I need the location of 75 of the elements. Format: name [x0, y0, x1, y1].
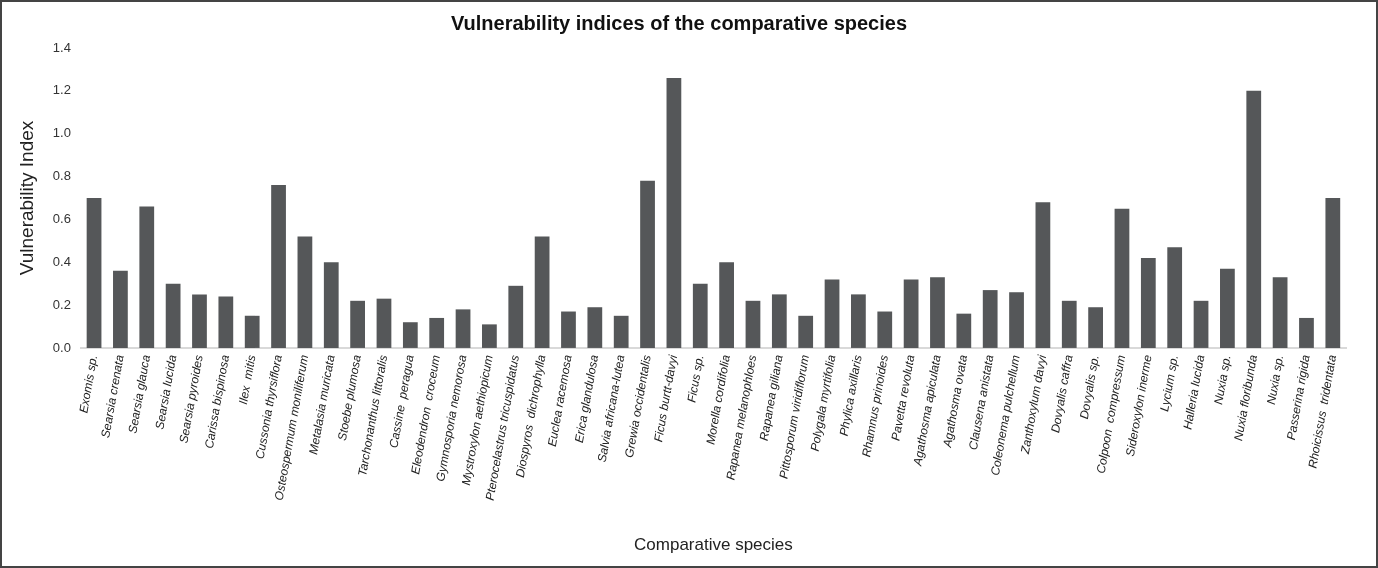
bar	[455, 309, 471, 348]
bar	[1193, 300, 1209, 348]
y-tick-label: 1.4	[52, 39, 71, 55]
bar	[1088, 307, 1103, 348]
bar	[903, 279, 919, 348]
bar	[482, 324, 497, 348]
bar	[323, 262, 339, 348]
bar	[218, 296, 234, 348]
x-tick-label: Halleria lucida	[1180, 353, 1208, 431]
bar	[745, 300, 761, 348]
x-tick-label: Erica glandulosa	[571, 353, 602, 444]
bar	[165, 283, 181, 348]
bar	[1299, 317, 1314, 348]
x-tick-label: Cassine peragua	[386, 353, 417, 449]
bar	[1009, 292, 1024, 348]
bar	[244, 315, 260, 348]
y-tick-label: 0.2	[52, 296, 71, 312]
x-tick-label: Exomis sp.	[76, 353, 101, 415]
bar	[534, 236, 550, 348]
bar	[666, 77, 682, 348]
x-tick-label: Lycium sp.	[1157, 353, 1181, 413]
bar	[561, 311, 576, 348]
bar	[587, 307, 603, 348]
bar	[508, 285, 524, 348]
x-tick-label: Dovyalis sp.	[1076, 353, 1102, 420]
x-tick-label: Phylica axillaris	[836, 353, 865, 438]
y-tick-label: 1.0	[52, 125, 71, 141]
bar	[402, 322, 418, 348]
x-tick-label: Rapanea giliana	[756, 353, 786, 442]
x-tick-label: Dovyalis caffra	[1048, 353, 1076, 434]
bar	[192, 294, 207, 348]
bar	[1035, 202, 1051, 348]
bar	[930, 277, 945, 348]
bar	[640, 180, 655, 348]
bar	[86, 197, 102, 348]
bar	[851, 294, 866, 348]
y-tick-label: 1.2	[52, 82, 71, 98]
bar	[350, 300, 365, 348]
bar	[1246, 90, 1262, 348]
bar	[376, 298, 392, 348]
y-tick-label: 0.6	[52, 210, 71, 226]
bar	[297, 236, 313, 348]
bar	[798, 315, 814, 348]
bar	[877, 311, 893, 348]
bar	[613, 315, 629, 348]
x-tick-label: Ilex mitis	[235, 353, 259, 406]
bar	[1140, 257, 1156, 348]
bar	[1167, 247, 1183, 348]
bar	[771, 294, 787, 348]
x-tick-label: Nuxia sp.	[1211, 353, 1234, 406]
bar	[824, 279, 840, 348]
bar	[113, 270, 128, 348]
bar	[1325, 197, 1341, 348]
bar	[1114, 208, 1130, 348]
y-tick-label: 0.8	[52, 168, 71, 184]
bar	[719, 262, 734, 348]
y-tick-label: 0.0	[52, 339, 71, 355]
y-tick-label: 0.4	[52, 253, 71, 269]
x-tick-label: Searsia glauca	[125, 353, 154, 435]
bar	[956, 313, 972, 348]
x-tick-label: Nuxia floribunda	[1231, 353, 1261, 442]
chart-title: Vulnerability indices of the comparative species	[450, 11, 908, 34]
bar	[1061, 300, 1077, 348]
bar	[271, 185, 286, 348]
bar	[1272, 277, 1288, 348]
bar	[1220, 268, 1235, 348]
x-tick-label: Pavetta revoluta	[888, 353, 918, 442]
bar	[692, 283, 708, 348]
x-tick-label: Ficus burtt-davyi	[651, 353, 681, 443]
bar	[982, 290, 998, 348]
x-axis-title: Comparative species	[634, 535, 793, 555]
bar	[429, 317, 445, 348]
y-axis-title: Vulnerability Index	[15, 120, 37, 276]
bar	[139, 206, 155, 348]
x-tick-label: Searsia crenata	[98, 353, 127, 440]
